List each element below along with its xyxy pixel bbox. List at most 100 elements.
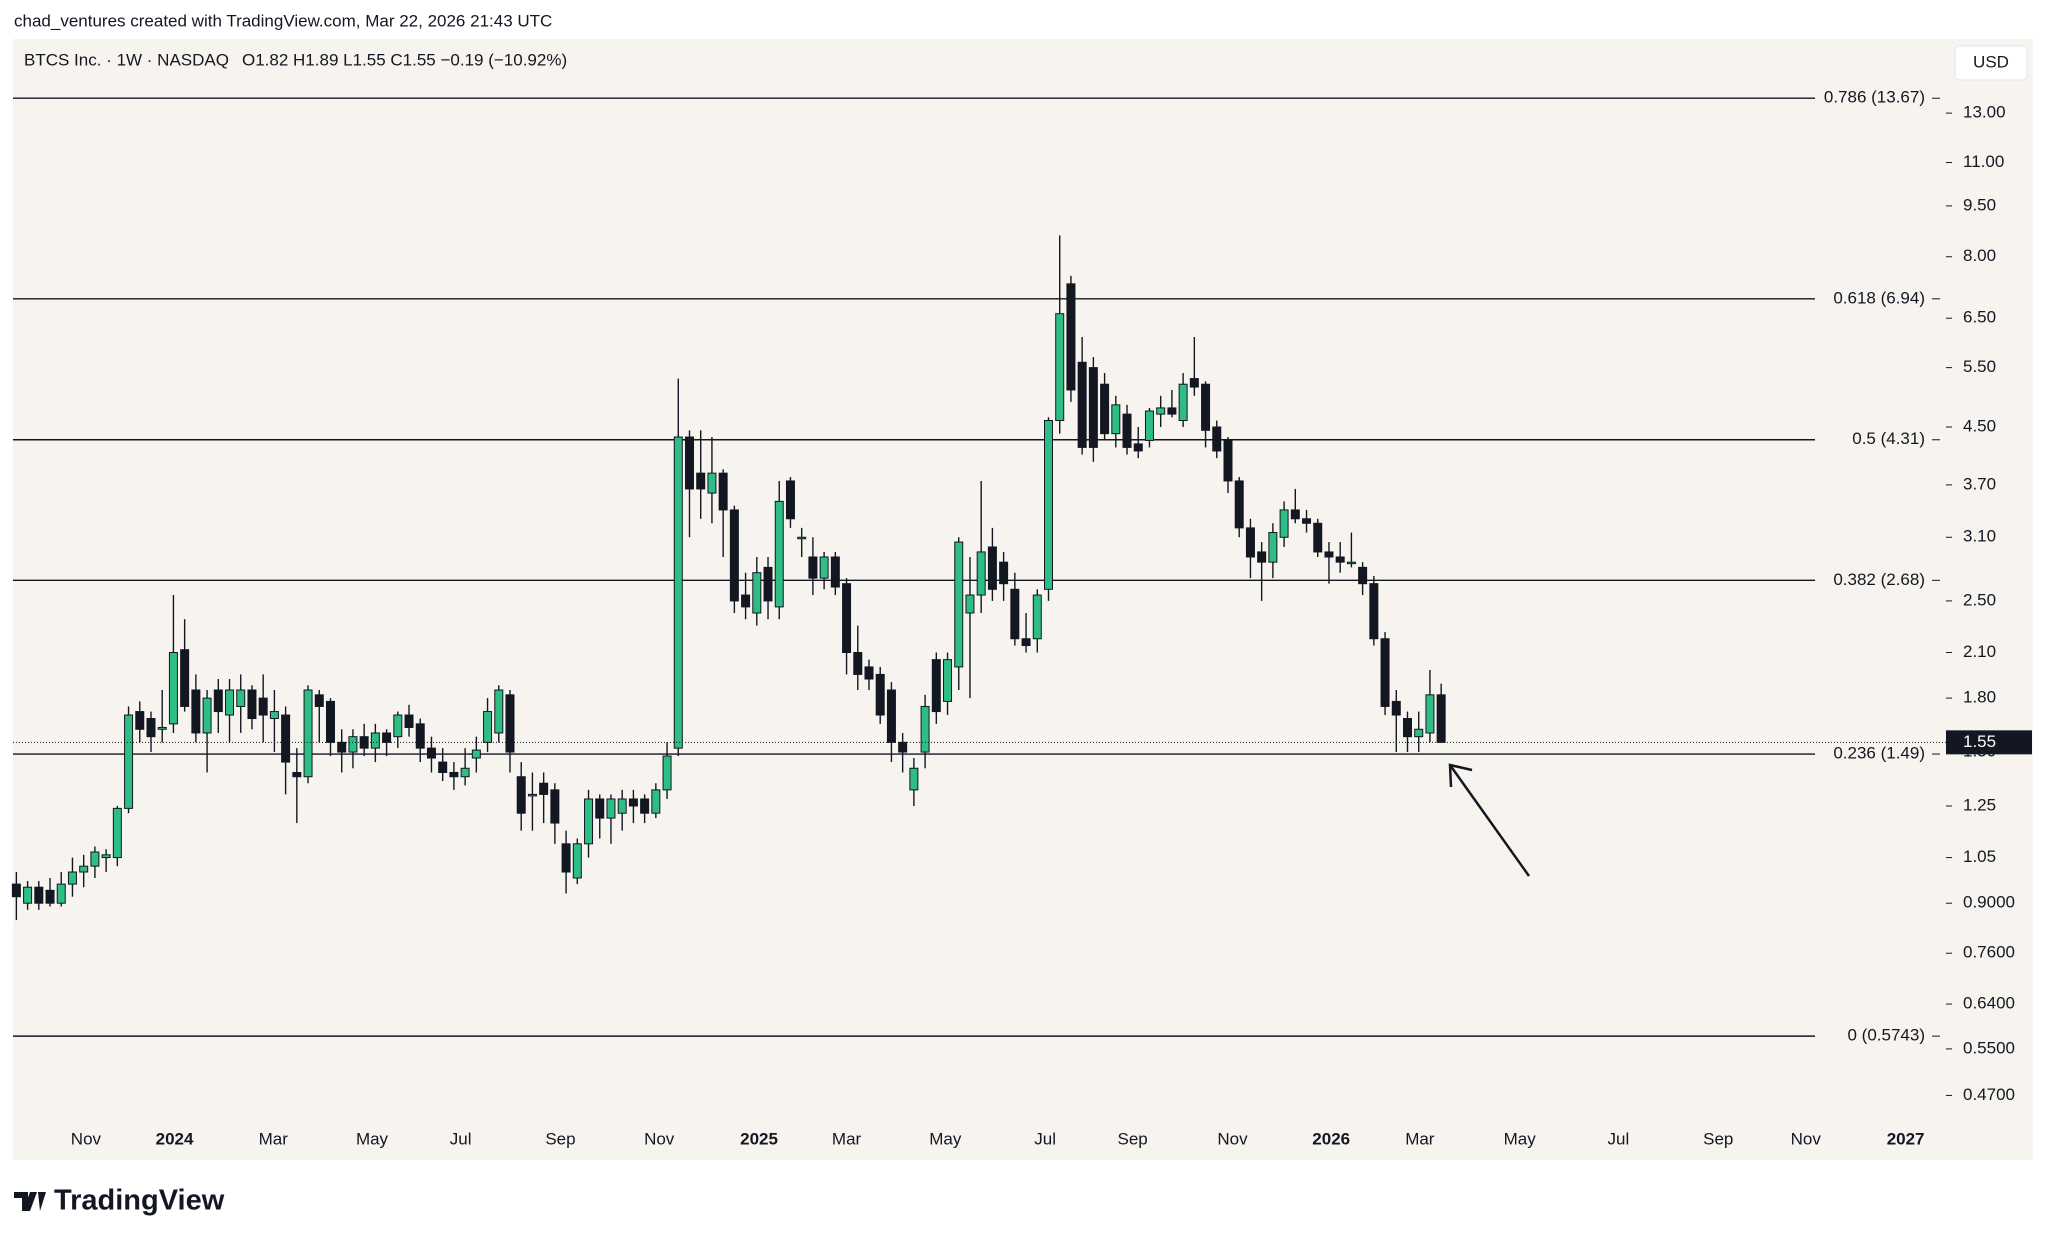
candle-body (337, 741, 347, 753)
candle-body (1156, 407, 1166, 415)
candle-body (1425, 694, 1435, 734)
candle-body (1234, 480, 1244, 529)
currency: USD (1973, 52, 2009, 71)
level-label: 0.786 (13.67) (1824, 88, 1925, 107)
candle-body (247, 689, 257, 720)
candle-body (595, 798, 605, 819)
candle-body (191, 689, 201, 734)
candle-body (550, 789, 560, 824)
candle-body (516, 776, 526, 814)
candle-body (494, 689, 504, 734)
y-tick-label: 9.50 (1963, 195, 1996, 214)
candle-body (180, 649, 190, 707)
candle-body (135, 711, 145, 730)
candle-body (741, 594, 751, 608)
x-tick-label: Mar (1405, 1129, 1435, 1148)
currency-button[interactable] (1954, 45, 2028, 81)
candle-body (168, 652, 178, 725)
candle-body (348, 736, 358, 753)
candle-body (213, 689, 223, 713)
candle-body (606, 798, 616, 819)
candle-body (931, 659, 941, 713)
candle-body (628, 798, 638, 807)
candle-body (920, 705, 930, 753)
credit: chad_ventures created with TradingView.c… (14, 11, 552, 30)
candle-body (763, 566, 773, 602)
candle-body (1133, 443, 1143, 452)
x-tick-label: 2027 (1887, 1129, 1925, 1148)
x-tick-label: Sep (1703, 1129, 1733, 1148)
y-tick-label: 13.00 (1963, 103, 2006, 122)
candle-body (774, 500, 784, 608)
candle-body (325, 700, 335, 743)
candle-body (1436, 694, 1446, 743)
x-tick-label: Mar (259, 1129, 289, 1148)
y-tick-label: 11.00 (1963, 152, 2004, 171)
candle-body (943, 659, 953, 702)
y-tick-label: 6.50 (1963, 308, 1996, 327)
candle-body (1178, 383, 1188, 421)
y-tick-label: 0.5500 (1963, 1038, 2015, 1057)
candle-body (1302, 518, 1312, 524)
arrow (1448, 764, 1531, 877)
candle-body (864, 666, 874, 680)
candle-body (584, 798, 594, 845)
y-tick-label: 3.10 (1963, 527, 1996, 546)
candle-body (640, 798, 650, 814)
candle-body (505, 694, 515, 753)
x-tick-label: 2025 (740, 1129, 778, 1148)
level-label: 0 (0.5743) (1848, 1026, 1926, 1045)
candle-body (225, 689, 235, 716)
candle-body (1257, 551, 1267, 563)
candle-body (696, 472, 706, 490)
candle-body (79, 865, 89, 873)
candle-body (1369, 583, 1379, 640)
x-tick-label: Jul (1608, 1129, 1630, 1148)
candle-body (718, 472, 728, 511)
x-tick-label: Nov (71, 1129, 102, 1148)
candle-body (303, 689, 313, 778)
candle-body (976, 551, 986, 596)
candle-body (45, 889, 55, 904)
brand-logo: TradingView (14, 1185, 225, 1217)
candle-body (808, 556, 818, 579)
candle-body (1245, 527, 1255, 558)
candle-body (1391, 700, 1401, 716)
level-label: 0.5 (4.31) (1852, 429, 1925, 448)
candle-body (987, 546, 997, 590)
arrow-head (1448, 763, 1473, 788)
candle-body (797, 536, 807, 540)
candle-body (1223, 439, 1233, 482)
y-tick-label: 0.7600 (1963, 943, 2015, 962)
x-tick-label: Nov (1217, 1129, 1248, 1148)
x-tick-label: Jul (1034, 1129, 1056, 1148)
last-price-badge (1946, 730, 2032, 755)
candle-body (785, 480, 795, 520)
y-tick-label: 8.00 (1963, 246, 1996, 265)
candle-body (1313, 522, 1323, 553)
candle-body (404, 714, 414, 728)
y-tick-label: 0.4700 (1963, 1085, 2015, 1104)
last-price-label: 1.55 (1963, 732, 1996, 751)
candle-body (112, 807, 122, 859)
y-tick-label: 2.10 (1963, 642, 1996, 661)
candle-body (1010, 588, 1020, 640)
y-tick-label: 0.6400 (1963, 994, 2015, 1013)
candle-body (269, 711, 279, 720)
candle-body (449, 771, 459, 778)
candle-body (460, 767, 470, 778)
candle-body (292, 771, 302, 778)
y-tick-label: 0.9000 (1963, 893, 2015, 912)
x-tick-label: May (356, 1129, 389, 1148)
x-tick-label: May (1504, 1129, 1537, 1148)
candle-body (1346, 561, 1356, 565)
candle-body (1335, 556, 1345, 563)
candle-body (1077, 361, 1087, 448)
candle-body (124, 714, 134, 809)
candle-body (561, 843, 571, 873)
candle-body (1358, 566, 1368, 585)
level-label: 0.382 (2.68) (1833, 570, 1925, 589)
y-tick-label: 1.25 (1963, 795, 1996, 814)
candle-body (1111, 404, 1121, 435)
y-tick-label: 4.50 (1963, 416, 1996, 435)
